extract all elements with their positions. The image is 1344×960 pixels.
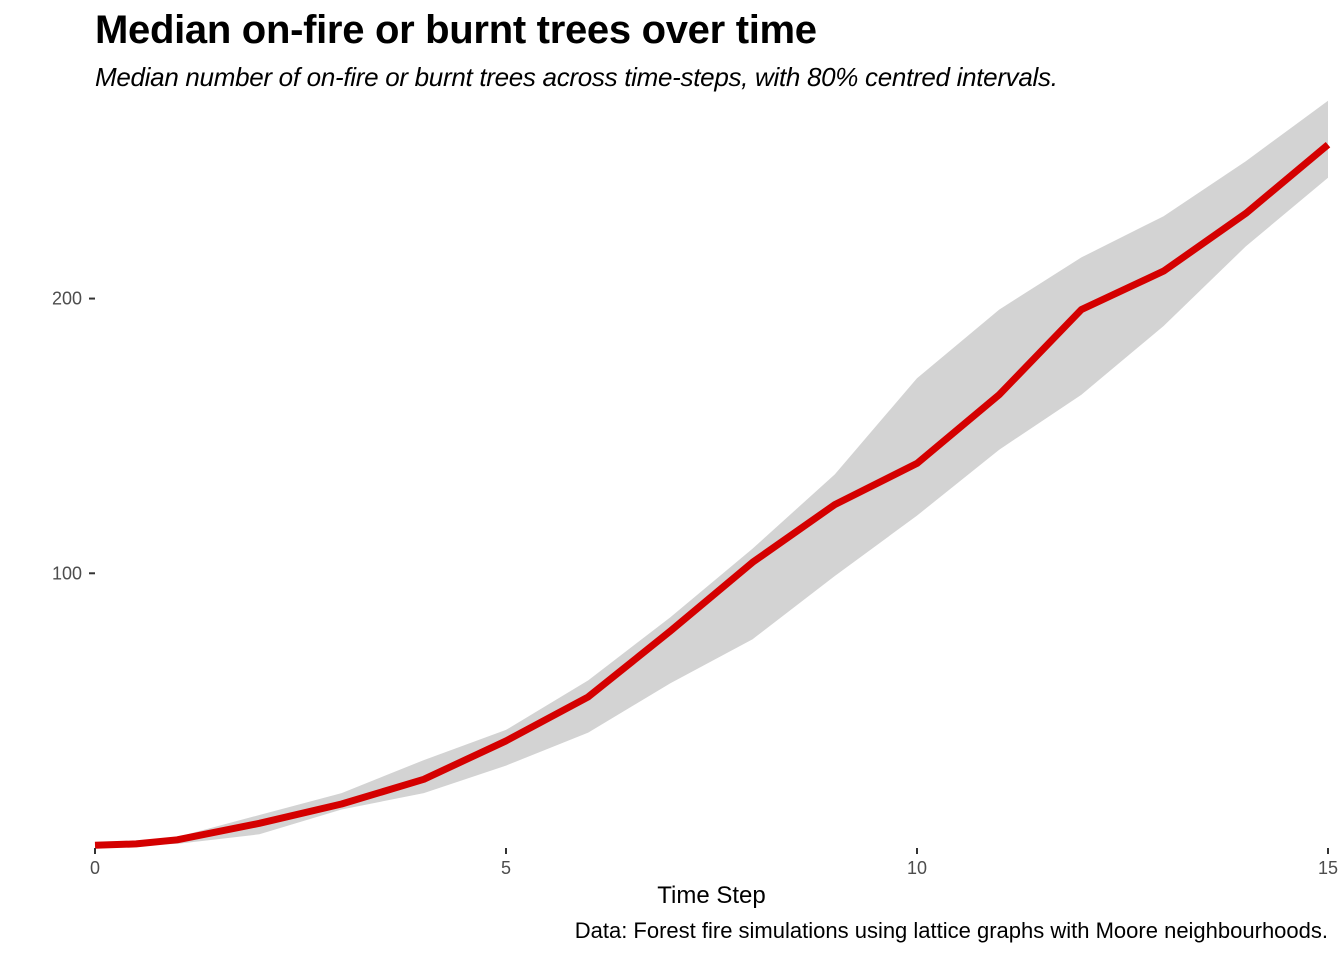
x-axis-title: Time Step [657,882,765,909]
chart-caption: Data: Forest fire simulations using latt… [574,918,1328,943]
y-tick-label: 200 [52,289,82,309]
median-line [94,142,1331,849]
y-tick-label: 100 [52,563,82,583]
chart-title: Median on-fire or burnt trees over time [95,8,817,52]
median-line-layer [94,142,1331,849]
chart-subtitle: Median number of on-fire or burnt trees … [95,62,1058,92]
x-tick-label: 5 [501,858,511,878]
x-tick-label: 15 [1318,858,1338,878]
x-axis: 0 5 10 15 [90,848,1338,878]
interval-band [95,100,1328,846]
x-tick-label: 0 [90,858,100,878]
y-axis: 100 200 [52,289,95,583]
x-tick-label: 10 [907,858,927,878]
interval-band-layer [95,100,1328,846]
